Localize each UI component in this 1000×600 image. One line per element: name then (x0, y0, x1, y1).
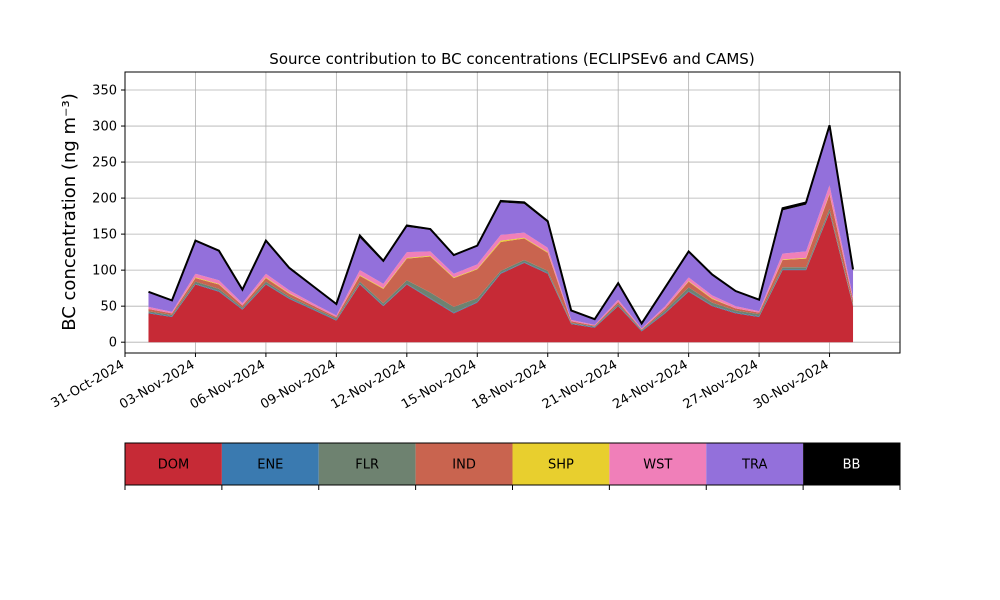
x-tick-label: 31-Oct-2024 (49, 357, 127, 411)
area-tra (148, 127, 854, 329)
stacked-areas (148, 125, 854, 343)
legend-swatch-bb (803, 443, 900, 485)
x-tick-label: 12-Nov-2024 (329, 357, 409, 412)
legend-label-wst: WST (643, 458, 672, 473)
y-tick-label: 0 (109, 336, 117, 351)
x-tick-label: 24-Nov-2024 (610, 357, 690, 412)
y-tick-label: 250 (92, 156, 117, 171)
y-tick-label: 150 (92, 228, 117, 243)
legend-colorbar: DOM ENE FLR IND SHP WST TRA BB (124, 442, 901, 490)
legend-label-dom: DOM (158, 458, 189, 473)
legend-swatch-shp (512, 443, 610, 485)
chart-title: Source contribution to BC concentrations… (269, 50, 754, 68)
legend-swatch-ind (415, 443, 513, 485)
y-axis-ticks: 0 50 100 150 200 250 300 350 (92, 84, 125, 351)
area-ind (148, 194, 854, 330)
legend-swatch-flr (318, 443, 416, 485)
legend-swatch-ene (221, 443, 319, 485)
y-tick-label: 200 (92, 192, 117, 207)
legend-label-tra: TRA (741, 458, 767, 473)
x-tick-label: 03-Nov-2024 (117, 357, 197, 412)
legend-label-shp: SHP (548, 458, 574, 473)
legend-label-ene: ENE (257, 458, 283, 473)
legend-swatch-tra (706, 443, 804, 485)
legend-label-ind: IND (452, 458, 476, 473)
x-tick-label: 21-Nov-2024 (540, 357, 620, 412)
y-tick-label: 350 (92, 84, 117, 99)
x-tick-label: 27-Nov-2024 (681, 357, 761, 412)
plot-frame (124, 71, 901, 354)
x-axis-ticks: 31-Oct-202403-Nov-202406-Nov-202409-Nov-… (49, 353, 832, 412)
area-wst (148, 185, 854, 330)
legend-swatch-dom (125, 443, 222, 485)
x-tick-label: 30-Nov-2024 (751, 357, 831, 412)
total-concentration-line (148, 125, 855, 326)
legend-swatch-wst (609, 443, 707, 485)
y-tick-label: 300 (92, 120, 117, 135)
x-tick-label: 09-Nov-2024 (258, 357, 338, 412)
area-flr (148, 208, 854, 331)
x-tick-label: 06-Nov-2024 (188, 357, 268, 412)
y-tick-label: 50 (100, 300, 117, 315)
legend-label-bb: BB (843, 458, 861, 473)
x-tick-label: 18-Nov-2024 (469, 357, 549, 412)
x-tick-label: 15-Nov-2024 (399, 357, 479, 412)
area-dom (148, 212, 854, 343)
y-axis-label: BC concentration (ng m⁻³) (59, 93, 80, 331)
legend-label-flr: FLR (355, 458, 379, 473)
total-line (148, 125, 855, 326)
y-tick-label: 100 (92, 264, 117, 279)
